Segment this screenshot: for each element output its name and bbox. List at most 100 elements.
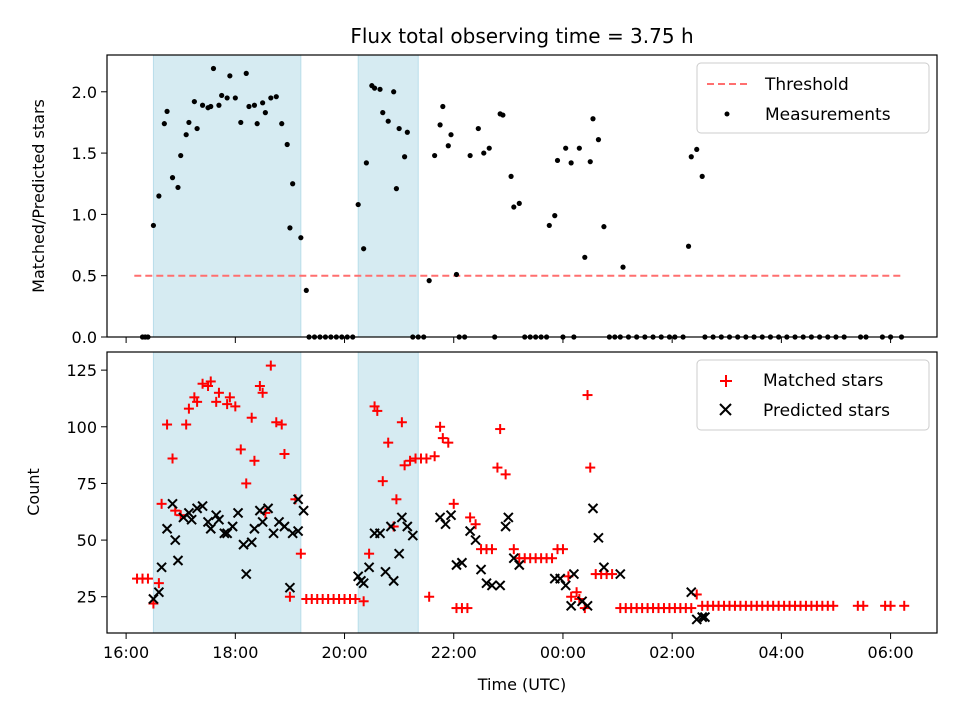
measurement-point	[432, 152, 438, 159]
matched-star-point	[547, 553, 558, 564]
matched-star-point	[435, 421, 446, 432]
predicted-star-point	[514, 559, 525, 571]
measurement-point	[191, 98, 197, 105]
matched-star-point	[495, 424, 506, 435]
measurement-point	[595, 137, 602, 143]
measurement-point	[552, 213, 558, 219]
measurement-point	[437, 122, 443, 128]
matched-star-point	[686, 603, 697, 614]
matched-star-point	[443, 437, 454, 448]
measurement-point	[251, 102, 258, 108]
predicted-star-point	[451, 559, 462, 571]
predicted-star-point	[257, 516, 268, 528]
measurement-point	[290, 181, 296, 187]
predicted-star-point	[156, 562, 167, 573]
matched-star-point	[358, 596, 369, 607]
bottom-observing-spans	[152, 351, 419, 634]
measurement-point	[227, 73, 233, 79]
predicted-star-point	[292, 525, 304, 537]
matched-star-point	[377, 476, 388, 487]
measurement-point	[361, 246, 367, 252]
y-tick-label: 1.5	[72, 144, 97, 163]
predicted-star-point	[407, 530, 418, 541]
x-tick-label: 16:00	[103, 643, 149, 662]
measurement-point	[445, 143, 451, 149]
measurement-point	[232, 95, 238, 101]
measurement-point	[208, 103, 214, 110]
predicted-star-point	[262, 503, 274, 514]
matched-star-point	[254, 380, 265, 391]
predicted-star-point	[565, 600, 577, 612]
predicted-star-point	[470, 534, 481, 546]
measurement-point	[391, 89, 397, 95]
matched-star-point	[224, 392, 235, 403]
predicted-star-point	[153, 587, 165, 598]
predicted-star-point	[284, 582, 296, 593]
measurement-point	[210, 65, 217, 72]
predicted-star-point	[494, 580, 506, 591]
matched-star-point	[249, 455, 260, 466]
matched-star-point	[295, 548, 306, 559]
matched-star-point	[462, 603, 473, 614]
measurement-point	[161, 121, 167, 127]
measurement-point	[243, 70, 249, 76]
measurement-point	[224, 95, 230, 101]
measurement-point	[511, 204, 517, 210]
measurement-point	[688, 154, 694, 160]
measurement-point	[298, 235, 304, 241]
predicted-star-point	[232, 507, 244, 519]
predicted-star-point	[227, 521, 238, 532]
measurement-point	[620, 264, 626, 270]
matched-star-point	[205, 376, 216, 387]
predicted-star-point	[254, 505, 266, 516]
matched-star-point	[429, 451, 440, 462]
measurement-point	[694, 146, 700, 153]
matched-star-point	[448, 498, 459, 509]
matched-star-point	[162, 419, 173, 430]
measurement-point	[385, 118, 391, 124]
ratio-panel: 0.00.51.01.52.0 Matched/Predicted stars …	[29, 54, 938, 347]
measurement-point	[216, 102, 222, 108]
observing-span-1	[152, 351, 302, 634]
predicted-star-point	[268, 528, 279, 539]
matched-star-point	[197, 378, 208, 389]
top-observing-spans	[152, 54, 419, 338]
measurement-point	[685, 243, 692, 249]
matched-star-point	[383, 437, 394, 448]
measurements-legend-swatch	[724, 111, 730, 117]
predicted-star-point	[380, 566, 391, 578]
observing-span-2	[357, 54, 419, 338]
top-plot-frame	[106, 54, 938, 338]
predicted-star-point	[167, 498, 178, 510]
figure-title: Flux total observing time = 3.75 h	[350, 24, 693, 48]
predicted-star-point	[358, 577, 369, 589]
matched-star-point	[142, 573, 153, 584]
predicted-star-point	[402, 521, 413, 532]
matched-star-point	[465, 512, 476, 523]
matched-star-point	[391, 494, 402, 505]
measurement-point	[587, 159, 593, 165]
predicted-star-point	[183, 507, 195, 519]
measurement-point	[150, 222, 157, 229]
matched-star-point	[372, 405, 383, 416]
matched-star-point	[885, 600, 896, 611]
matched-star-point	[265, 360, 276, 371]
measurement-point	[355, 201, 361, 208]
measurement-point	[371, 85, 378, 91]
measurement-point	[380, 110, 386, 116]
predicted-star-point	[598, 562, 610, 573]
predicted-star-point	[374, 528, 386, 539]
top-x-ticks	[125, 337, 892, 343]
measurement-point	[262, 110, 268, 116]
predicted-star-point	[696, 611, 708, 623]
matched-star-point	[183, 403, 194, 414]
predicted-star-point	[475, 564, 487, 575]
matched-star-point	[230, 401, 241, 412]
measurement-point	[590, 116, 596, 122]
predicted-star-point	[172, 555, 184, 566]
predicted-legend-label: Predicted stars	[763, 401, 890, 421]
matched-star-point	[486, 544, 497, 555]
matched-star-point	[156, 498, 167, 509]
bottom-legend-box	[696, 359, 930, 431]
predicted-star-point	[691, 614, 702, 625]
